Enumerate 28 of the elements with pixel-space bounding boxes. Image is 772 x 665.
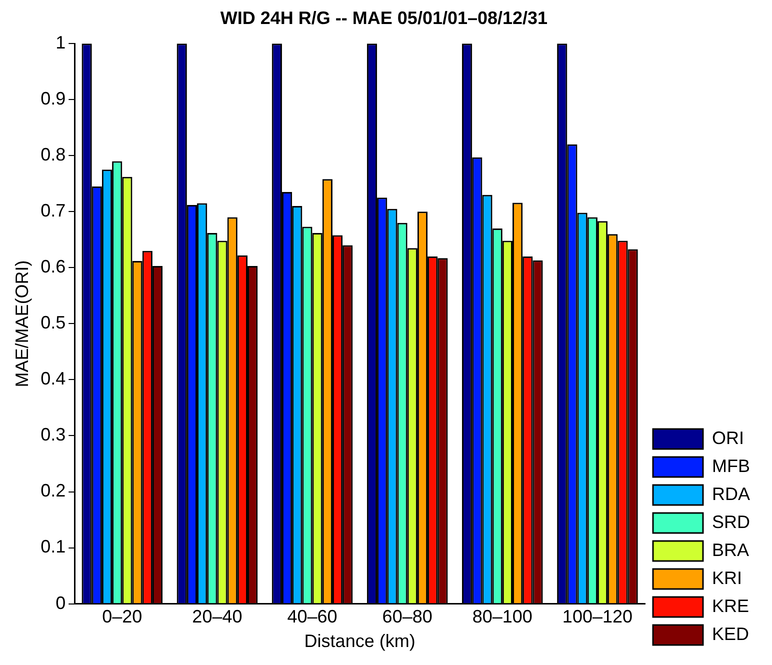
y-tick-label: 0.5 [40, 312, 66, 333]
y-axis-title: MAE/MAE(ORI) [12, 260, 32, 388]
y-tick-label: 1 [56, 32, 66, 53]
x-tick-label: 40–60 [287, 606, 338, 627]
x-tick-label: 100–120 [562, 606, 633, 627]
legend-label: MFB [712, 456, 750, 476]
y-tick-label: 0.2 [40, 480, 66, 501]
legend-label: KRE [712, 596, 750, 616]
y-tick-label: 0.4 [40, 368, 66, 389]
legend-label: KED [712, 624, 750, 644]
x-tick-label: 0–20 [102, 606, 142, 627]
legend-label: RDA [712, 484, 750, 504]
legend-label: SRD [712, 512, 750, 532]
y-tick-label: 0.3 [40, 424, 66, 445]
y-tick-label: 0.8 [40, 144, 66, 165]
x-tick-label: 20–40 [192, 606, 242, 627]
y-tick-label: 0.7 [40, 200, 66, 221]
y-tick-label: 0.6 [40, 256, 66, 277]
legend-label: KRI [712, 568, 742, 588]
y-tick-label: 0 [56, 592, 66, 613]
x-axis-title: Distance (km) [304, 631, 416, 652]
y-tick-label: 0.9 [40, 88, 66, 109]
x-tick-label: 60–80 [382, 606, 432, 627]
y-tick-label: 0.1 [40, 536, 66, 557]
x-tick-label: 80–100 [472, 606, 532, 627]
chart-title: WID 24H R/G -- MAE 05/01/01–08/12/31 [220, 8, 548, 28]
legend-label: ORI [712, 428, 744, 448]
legend-label: BRA [712, 540, 750, 560]
